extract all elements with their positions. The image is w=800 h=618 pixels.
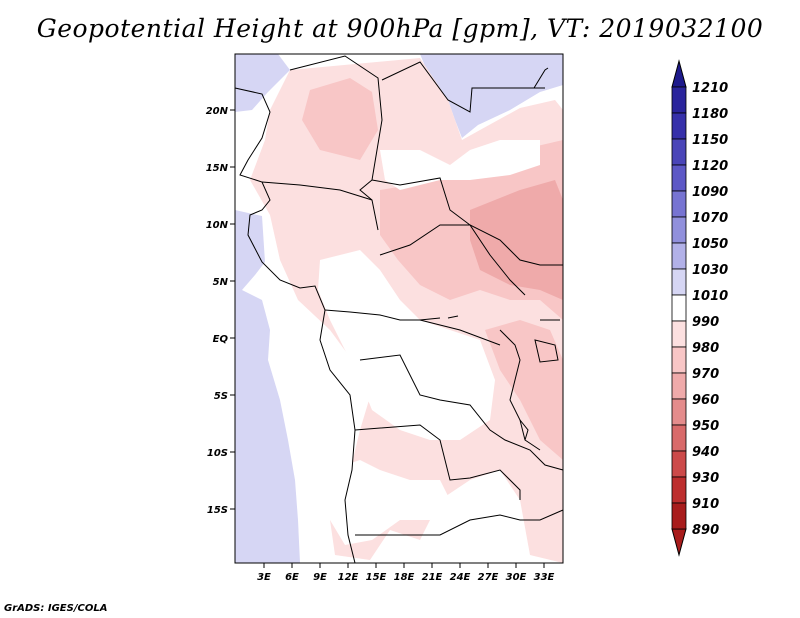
- colorbar-swatch: [671, 502, 687, 530]
- colorbar-label: 910: [692, 497, 719, 512]
- lon-label-15e: 15E: [366, 572, 387, 583]
- lat-label-15s: 15S: [207, 505, 228, 516]
- colorbar-swatch: [671, 112, 687, 140]
- height-field-990-congo: [318, 250, 495, 440]
- lat-label-5s: 5S: [214, 391, 228, 402]
- colorbar-label: 1050: [692, 237, 728, 252]
- lon-label-24e: 24E: [450, 572, 471, 583]
- colorbar-label: 1070: [692, 211, 728, 226]
- colorbar-swatch: [671, 86, 687, 114]
- colorbar-swatch: [671, 398, 687, 426]
- height-field-990-sahel: [380, 140, 540, 190]
- colorbar-label: 1010: [692, 289, 728, 304]
- colorbar-swatch: [671, 476, 687, 504]
- colorbar-swatch: [671, 346, 687, 374]
- colorbar-label: 1210: [692, 81, 728, 96]
- colorbar-label: 1120: [692, 159, 728, 174]
- colorbar-swatch: [671, 450, 687, 478]
- colorbar-swatch: [671, 242, 687, 270]
- height-field-970-north: [302, 78, 378, 160]
- colorbar-swatch: [671, 424, 687, 452]
- ocean-field-northwest: [235, 54, 290, 112]
- lon-label-33e: 33E: [534, 572, 555, 583]
- colorbar-swatch: [671, 164, 687, 192]
- colorbar-label: 970: [692, 367, 719, 382]
- lon-label-6e: 6E: [285, 572, 299, 583]
- colorbar-label: 980: [692, 341, 719, 356]
- map-frame: [234, 53, 564, 564]
- country-borders: [234, 55, 564, 564]
- colorbar-label: 930: [692, 471, 719, 486]
- map-panel: [234, 53, 564, 564]
- colorbar-swatch: [671, 190, 687, 218]
- lon-axis: [263, 563, 545, 568]
- height-field-970-south: [485, 320, 563, 460]
- colorbar-label: 1030: [692, 263, 728, 278]
- lon-label-3e: 3E: [257, 572, 271, 583]
- lon-label-30e: 30E: [506, 572, 527, 583]
- lon-label-9e: 9E: [313, 572, 327, 583]
- colorbar-swatch: [671, 372, 687, 400]
- colorbar-label: 1150: [692, 133, 728, 148]
- lat-label-5n: 5N: [213, 277, 229, 288]
- height-field-960: [470, 180, 563, 300]
- lon-label-21e: 21E: [422, 572, 443, 583]
- chart-title: Geopotential Height at 900hPa [gpm], VT:…: [36, 14, 764, 43]
- colorbar-label: 990: [692, 315, 719, 330]
- colorbar-bottom-arrow: [671, 528, 687, 557]
- colorbar-swatch: [671, 216, 687, 244]
- height-field-990-south: [330, 460, 450, 545]
- colorbar-swatch: [671, 294, 687, 322]
- colorbar-swatch: [671, 138, 687, 166]
- colorbar-label: 960: [692, 393, 719, 408]
- lat-label-10n: 10N: [206, 220, 229, 231]
- lon-label-12e: 12E: [338, 572, 359, 583]
- colorbar: 1210 1180 1150 1120 1090 1070 1050 1030 1010 990 9…: [671, 59, 728, 557]
- lon-label-27e: 27E: [478, 572, 499, 583]
- lat-label-10s: 10S: [207, 448, 228, 459]
- lat-label-20n: 20N: [206, 106, 229, 117]
- credit-text: GrADS: IGES/COLA: [4, 603, 108, 614]
- colorbar-label: 1180: [692, 107, 728, 122]
- colorbar-label: 890: [692, 523, 719, 538]
- lat-label-eq: EQ: [213, 334, 229, 345]
- colorbar-label: 950: [692, 419, 719, 434]
- colorbar-swatch: [671, 268, 687, 296]
- colorbar-swatch: [671, 320, 687, 348]
- ocean-field-northeast: [420, 54, 563, 138]
- lat-label-15n: 15N: [206, 163, 229, 174]
- colorbar-label: 1090: [692, 185, 728, 200]
- lon-label-18e: 18E: [394, 572, 415, 583]
- colorbar-label: 940: [692, 445, 719, 460]
- colorbar-top-arrow: [671, 59, 687, 88]
- lat-axis: [230, 109, 235, 510]
- ocean-field-west: [235, 210, 300, 563]
